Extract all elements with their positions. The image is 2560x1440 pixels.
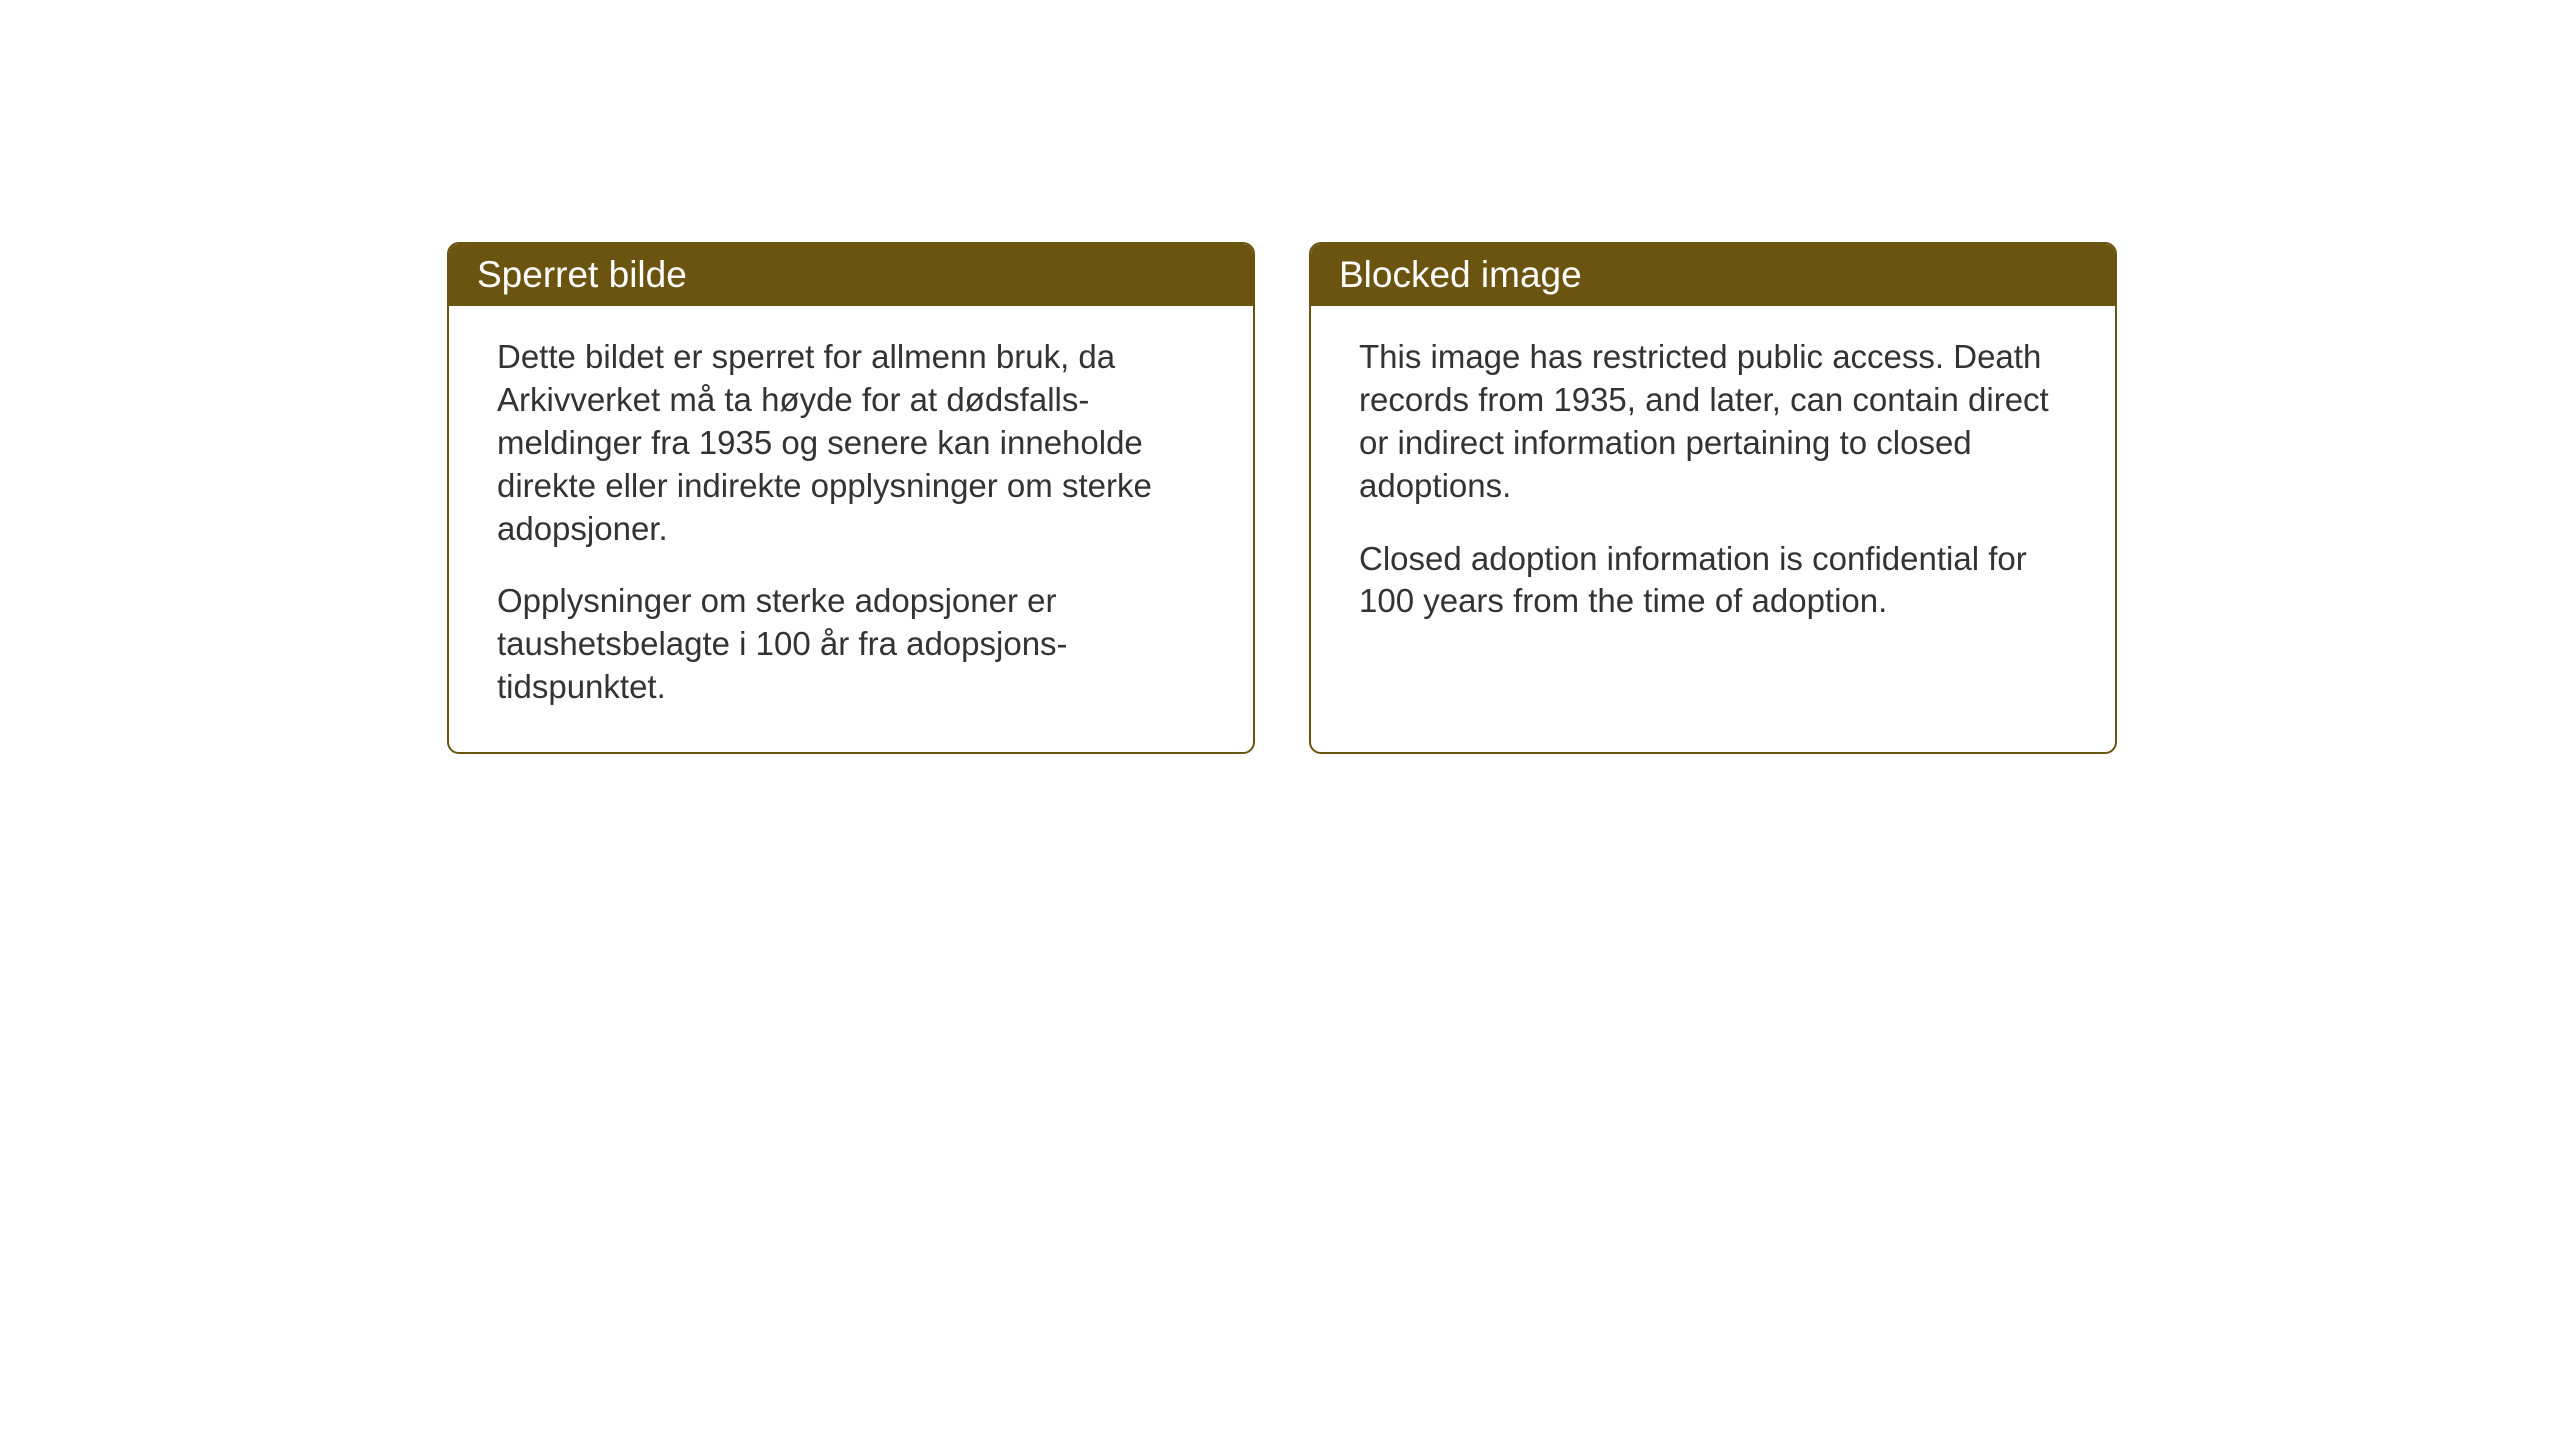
norwegian-paragraph-1: Dette bildet er sperret for allmenn bruk… — [497, 336, 1213, 550]
english-card-body: This image has restricted public access.… — [1311, 306, 2115, 663]
english-card-title: Blocked image — [1311, 244, 2115, 306]
norwegian-notice-card: Sperret bilde Dette bildet er sperret fo… — [447, 242, 1255, 754]
english-paragraph-2: Closed adoption information is confident… — [1359, 538, 2075, 624]
notice-container: Sperret bilde Dette bildet er sperret fo… — [447, 242, 2117, 754]
english-paragraph-1: This image has restricted public access.… — [1359, 336, 2075, 508]
norwegian-paragraph-2: Opplysninger om sterke adopsjoner er tau… — [497, 580, 1213, 709]
norwegian-card-body: Dette bildet er sperret for allmenn bruk… — [449, 306, 1253, 749]
norwegian-card-title: Sperret bilde — [449, 244, 1253, 306]
english-notice-card: Blocked image This image has restricted … — [1309, 242, 2117, 754]
